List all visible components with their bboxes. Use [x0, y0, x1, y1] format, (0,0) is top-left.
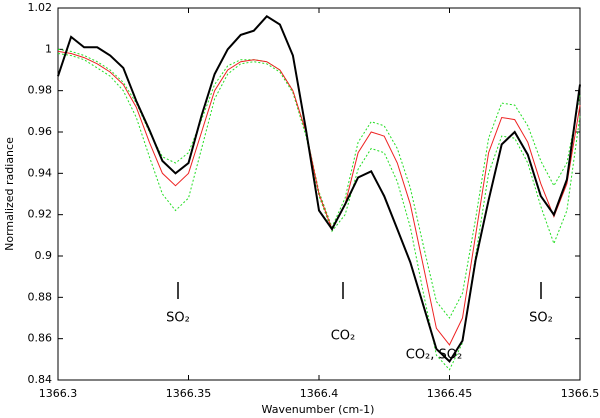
y-tick-label: 0.86 — [28, 332, 53, 345]
data-line — [57, 15, 581, 363]
y-tick-label: 1.02 — [28, 1, 53, 14]
y-tick-label: 0.9 — [35, 249, 53, 262]
annotation: CO₂, SO₂ — [406, 348, 462, 363]
y-tick-label: 0.98 — [28, 84, 53, 97]
x-tick-label: 1366.35 — [166, 387, 212, 400]
data-line — [57, 48, 581, 319]
y-tick-label: 0.84 — [28, 373, 53, 386]
y-tick-label: 0.96 — [28, 125, 53, 138]
annotation: CO₂ — [331, 329, 356, 344]
x-tick-label: 1366.3 — [39, 387, 78, 400]
y-tick-label: 0.88 — [28, 290, 53, 303]
annotation: SO₂ — [529, 311, 553, 326]
y-tick-label: 0.94 — [28, 166, 53, 179]
x-tick-label: 1366.5 — [561, 387, 600, 400]
x-tick-label: 1366.4 — [300, 387, 339, 400]
y-tick-label: 1 — [45, 42, 52, 55]
x-tick-label: 1366.45 — [427, 387, 473, 400]
y-axis-label: Normalized radiance — [3, 137, 16, 251]
x-axis-label: Wavenumber (cm-1) — [262, 403, 375, 416]
data-line — [57, 50, 581, 346]
y-tick-label: 0.92 — [28, 208, 53, 221]
annotation: SO₂ — [166, 311, 190, 326]
